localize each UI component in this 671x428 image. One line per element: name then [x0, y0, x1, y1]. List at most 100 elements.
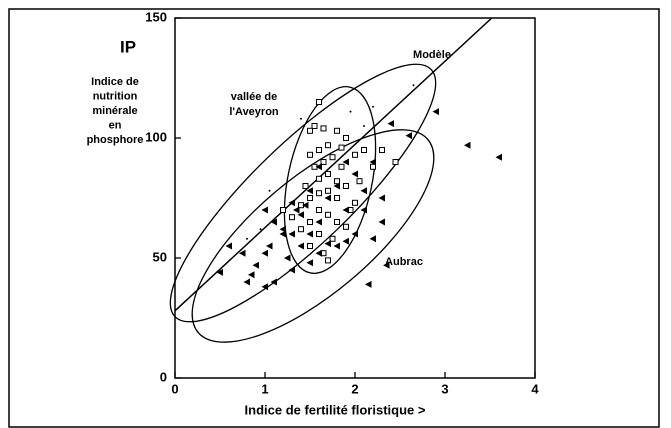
- point: [334, 219, 340, 225]
- point: [316, 190, 322, 197]
- ellipses: [169, 63, 437, 343]
- point: [343, 223, 349, 230]
- point: [248, 271, 255, 279]
- point: [338, 144, 345, 151]
- point: [261, 283, 268, 291]
- point: [495, 153, 502, 161]
- point: [392, 159, 399, 165]
- point: [329, 235, 336, 242]
- point: [307, 243, 313, 249]
- point: [320, 125, 327, 132]
- point: [307, 151, 313, 158]
- point: [302, 183, 309, 189]
- model-ellipse: [169, 63, 437, 323]
- point: [324, 240, 331, 248]
- point: [302, 201, 309, 209]
- point: [334, 127, 340, 134]
- x-tick-label: 4: [531, 381, 539, 396]
- point: [316, 231, 322, 237]
- point: [372, 105, 374, 108]
- point: [266, 242, 273, 250]
- point: [216, 268, 223, 276]
- point: [412, 84, 415, 87]
- annotation: Modèle: [413, 49, 451, 61]
- point: [306, 230, 313, 238]
- annotation: vallée de: [231, 91, 277, 103]
- point: [284, 254, 291, 262]
- point: [297, 242, 304, 250]
- point: [315, 163, 322, 171]
- point: [405, 132, 412, 140]
- point: [288, 199, 295, 207]
- point: [280, 207, 286, 213]
- point: [325, 171, 331, 177]
- point: [289, 214, 295, 221]
- model-line: [175, 18, 493, 312]
- point: [351, 230, 358, 238]
- point: [259, 228, 262, 231]
- point: [342, 206, 349, 214]
- point: [342, 237, 349, 245]
- point: [261, 206, 268, 214]
- point: [297, 211, 304, 219]
- y-axis-label: Indice de: [91, 76, 139, 88]
- point: [361, 147, 367, 153]
- x-tick-label: 3: [441, 381, 448, 396]
- y-axis-label: en: [109, 119, 122, 131]
- y-tick-label: 50: [153, 249, 167, 264]
- point: [352, 151, 358, 158]
- point: [261, 249, 268, 257]
- point: [316, 207, 322, 213]
- x-tick-label: 2: [351, 381, 358, 396]
- point: [464, 141, 471, 149]
- point: [369, 235, 376, 243]
- point: [351, 170, 358, 178]
- point: [343, 183, 349, 189]
- point: [378, 218, 385, 226]
- aubrac-ellipse: [191, 129, 435, 343]
- point: [360, 206, 367, 214]
- x-tick-label: 1: [261, 381, 268, 396]
- point: [320, 159, 327, 165]
- y-axis-label: nutrition: [93, 90, 138, 102]
- point: [363, 125, 365, 127]
- annotation: l'Aveyron: [229, 106, 279, 118]
- point: [246, 237, 248, 240]
- point: [370, 163, 376, 170]
- point: [306, 259, 313, 267]
- point: [378, 194, 385, 202]
- y-tick-label: 100: [145, 129, 167, 144]
- point: [316, 99, 322, 105]
- point: [243, 278, 250, 286]
- point: [315, 249, 322, 257]
- point: [307, 127, 313, 134]
- point: [270, 278, 277, 286]
- y-axis-label: minérale: [92, 105, 137, 117]
- point: [307, 195, 313, 201]
- point: [279, 230, 286, 238]
- x-axis-label: Indice de fertilité floristique >: [245, 402, 426, 417]
- point: [334, 178, 340, 185]
- point: [352, 199, 358, 206]
- point: [365, 280, 372, 288]
- annotation: Aubrac: [385, 256, 423, 268]
- point: [325, 187, 331, 194]
- point: [387, 120, 394, 128]
- point: [315, 218, 322, 226]
- point: [333, 242, 340, 250]
- point: [288, 266, 295, 274]
- point: [293, 206, 300, 214]
- point: [225, 242, 232, 250]
- y-tick-label: 150: [145, 9, 167, 24]
- point: [356, 178, 363, 185]
- y-tick-label: 0: [160, 369, 167, 384]
- point: [279, 225, 286, 233]
- point: [300, 117, 302, 120]
- point: [349, 110, 352, 113]
- point: [334, 195, 340, 201]
- point: [360, 187, 367, 195]
- point: [379, 147, 385, 153]
- point: [306, 187, 313, 195]
- point: [324, 194, 331, 202]
